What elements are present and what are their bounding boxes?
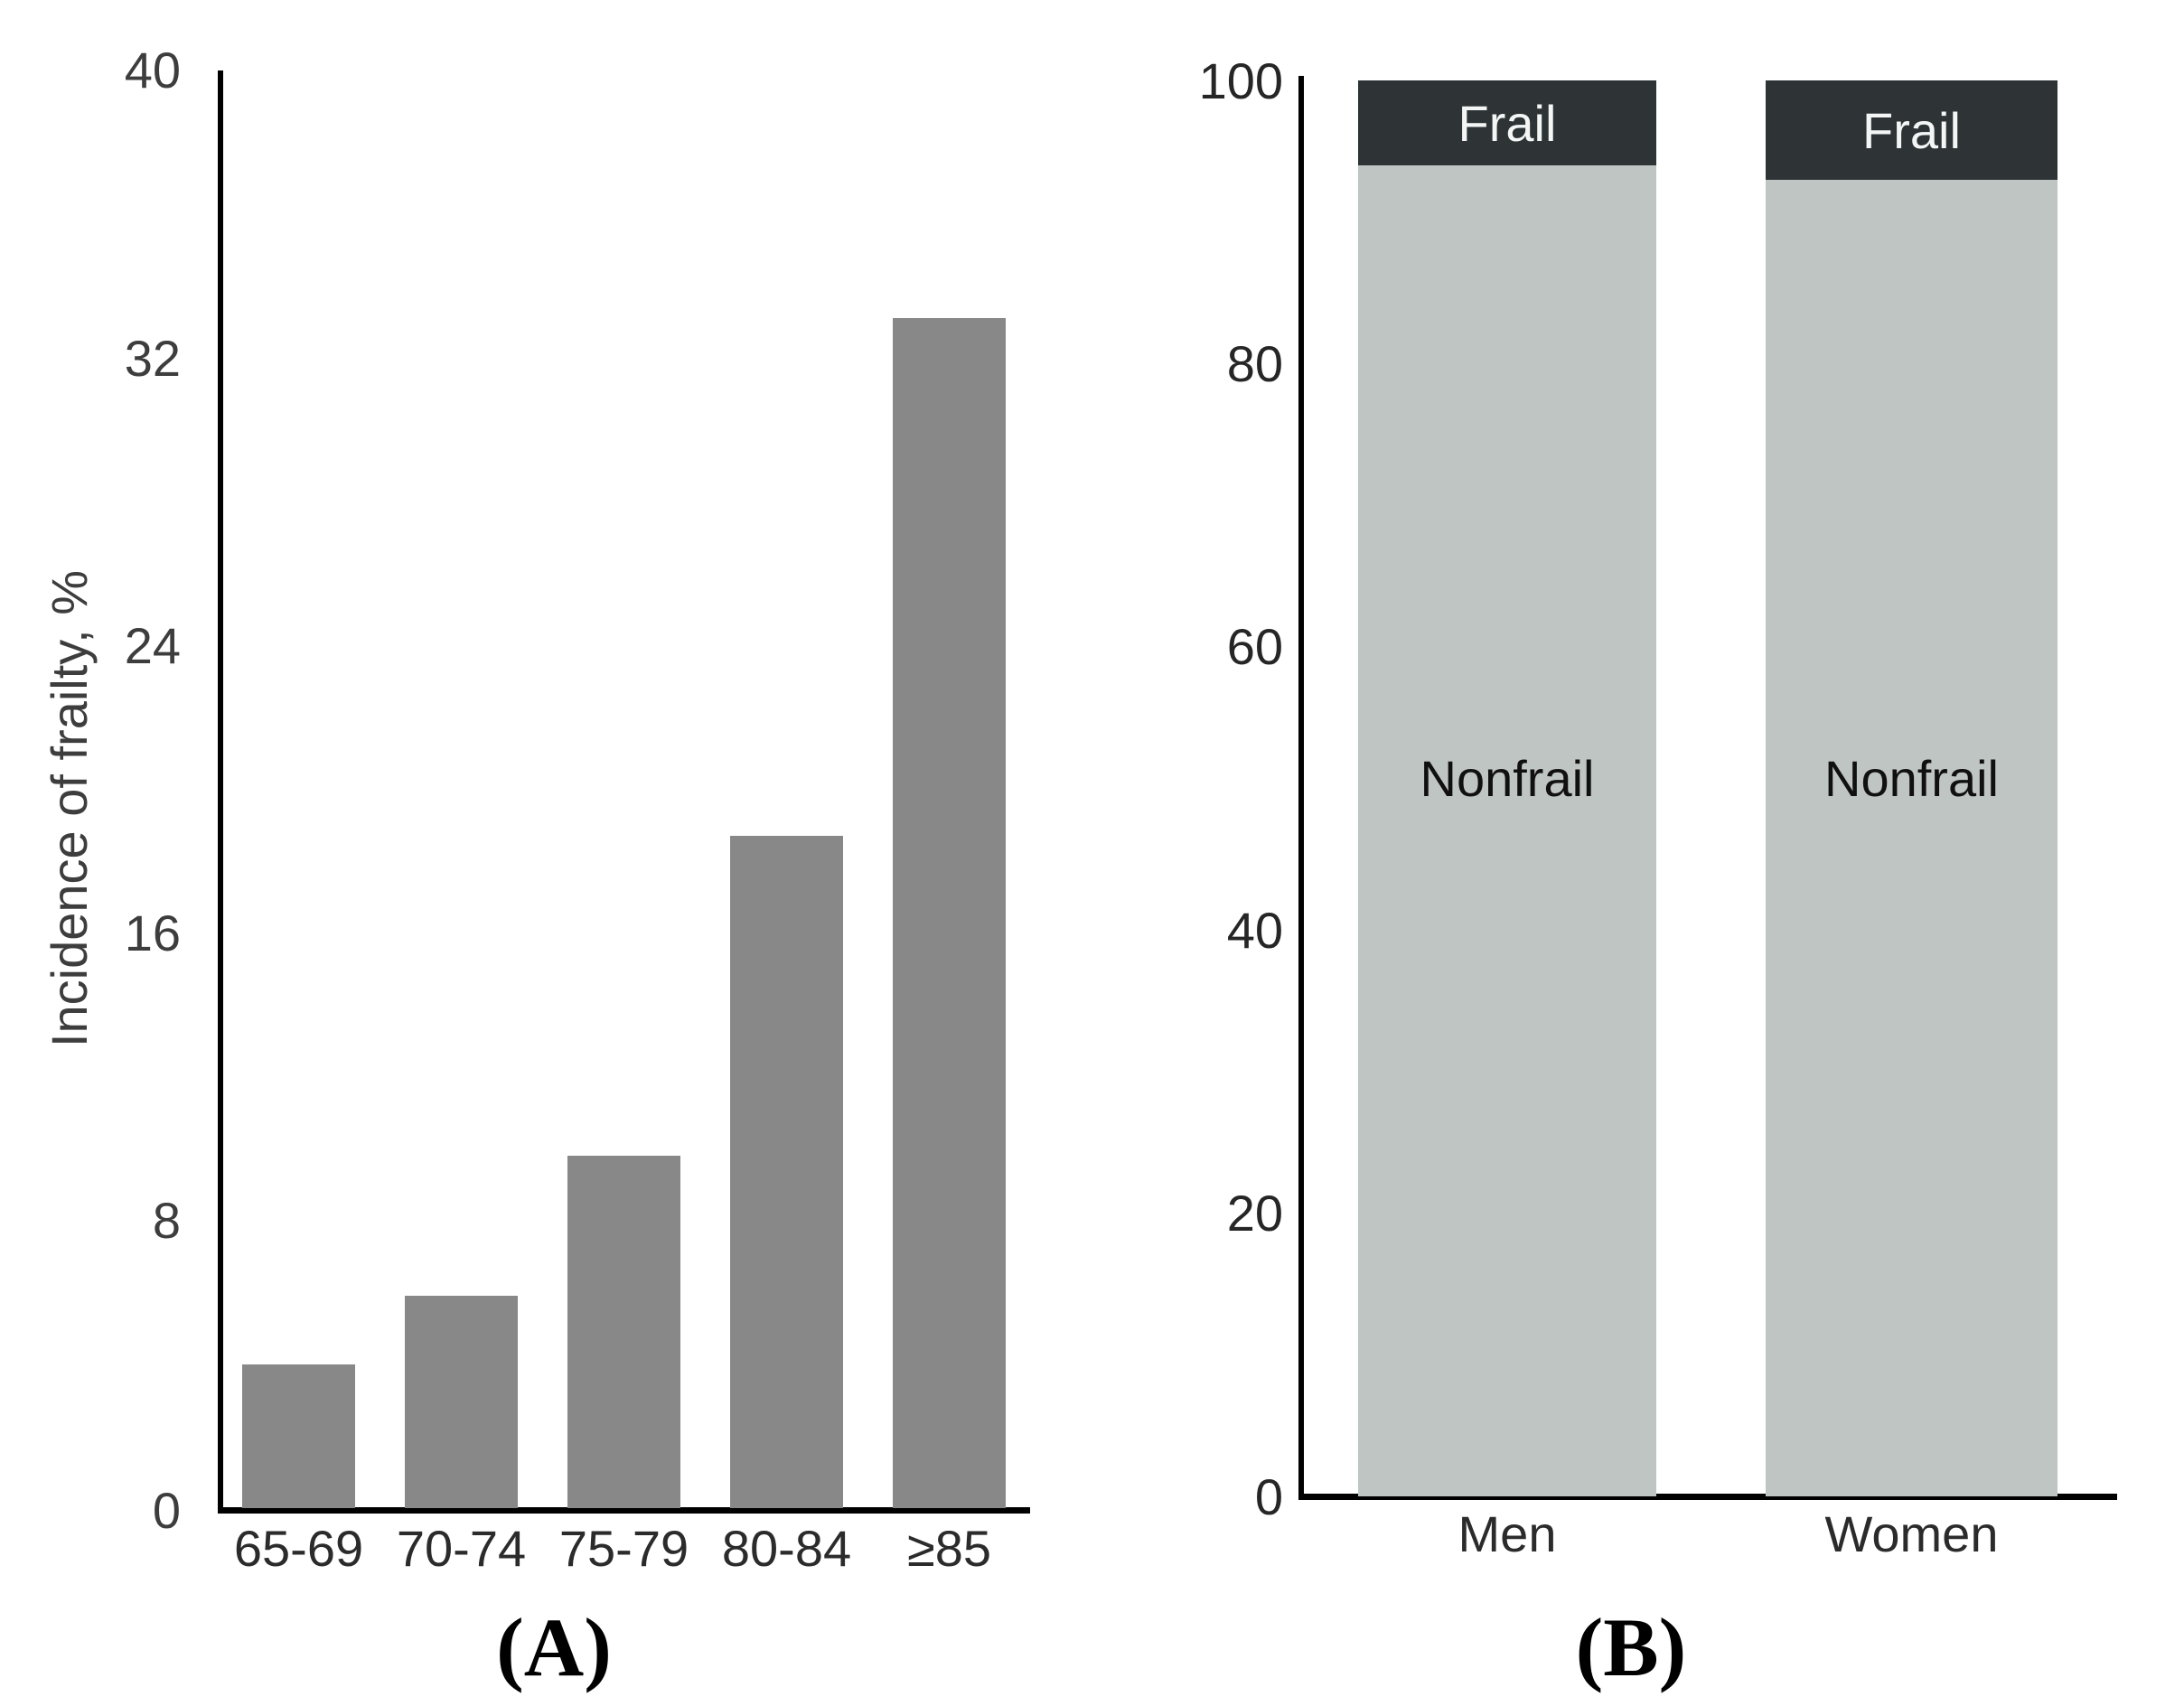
panel-a-bar-≥85 [893, 318, 1006, 1508]
panel-b-ytick-0: 0 [1254, 1467, 1283, 1525]
panel-a-xtick-80-84: 80-84 [721, 1519, 852, 1577]
panel-a-bar-65-69 [242, 1364, 355, 1508]
panel-a-xtick-75-79: 75-79 [558, 1519, 689, 1577]
panel-a-ytick-0: 0 [152, 1481, 181, 1539]
panel-a-bar-80-84 [730, 836, 843, 1508]
panel-b-ytick-100: 100 [1198, 52, 1283, 109]
frail-label-men: Frail [1458, 94, 1557, 152]
panel-a-xtick-70-74: 70-74 [396, 1519, 527, 1577]
panel-b-ytick-20: 20 [1226, 1185, 1283, 1242]
panel-a-ytick-32: 32 [124, 329, 181, 387]
panel-a-bar-75-79 [567, 1156, 680, 1508]
panel-a-ytick-8: 8 [152, 1192, 181, 1250]
panel-b-nonfrail-segment-women [1766, 180, 2057, 1496]
panel-b-ytick-80: 80 [1226, 334, 1283, 392]
panel-b-frail-segment-men [1358, 80, 1656, 165]
panel-b-nonfrail-segment-men [1358, 165, 1656, 1496]
nonfrail-label-women: Nonfrail [1824, 749, 1999, 807]
panel-b-x-axis [1298, 1494, 2117, 1500]
panel-b-ytick-40: 40 [1226, 901, 1283, 959]
panel-b-y-axis [1298, 76, 1304, 1500]
panel-a-bar-70-74 [405, 1296, 518, 1508]
panel-a-ytick-40: 40 [124, 42, 181, 99]
panel-a-xtick-65-69: 65-69 [233, 1519, 364, 1577]
panel-b-category-women: Women [1824, 1504, 1999, 1562]
panel-a-xtick-≥85: ≥85 [906, 1519, 992, 1577]
panel-a-ytick-16: 16 [124, 905, 181, 962]
frail-label-women: Frail [1862, 101, 1961, 159]
panel-a-y-axis-title: Incidence of frailty, % [40, 569, 98, 1048]
panel-a-y-axis [218, 70, 223, 1513]
panel-b-ytick-60: 60 [1226, 618, 1283, 676]
panel-a-ytick-24: 24 [124, 616, 181, 674]
panel-b-category-men: Men [1458, 1504, 1557, 1562]
panel-a-caption: (A) [496, 1601, 612, 1693]
panel-a-x-axis [218, 1507, 1030, 1514]
panel-b-frail-segment-women [1766, 80, 2057, 180]
panel-b-caption: (B) [1575, 1601, 1687, 1693]
nonfrail-label-men: Nonfrail [1420, 749, 1595, 807]
